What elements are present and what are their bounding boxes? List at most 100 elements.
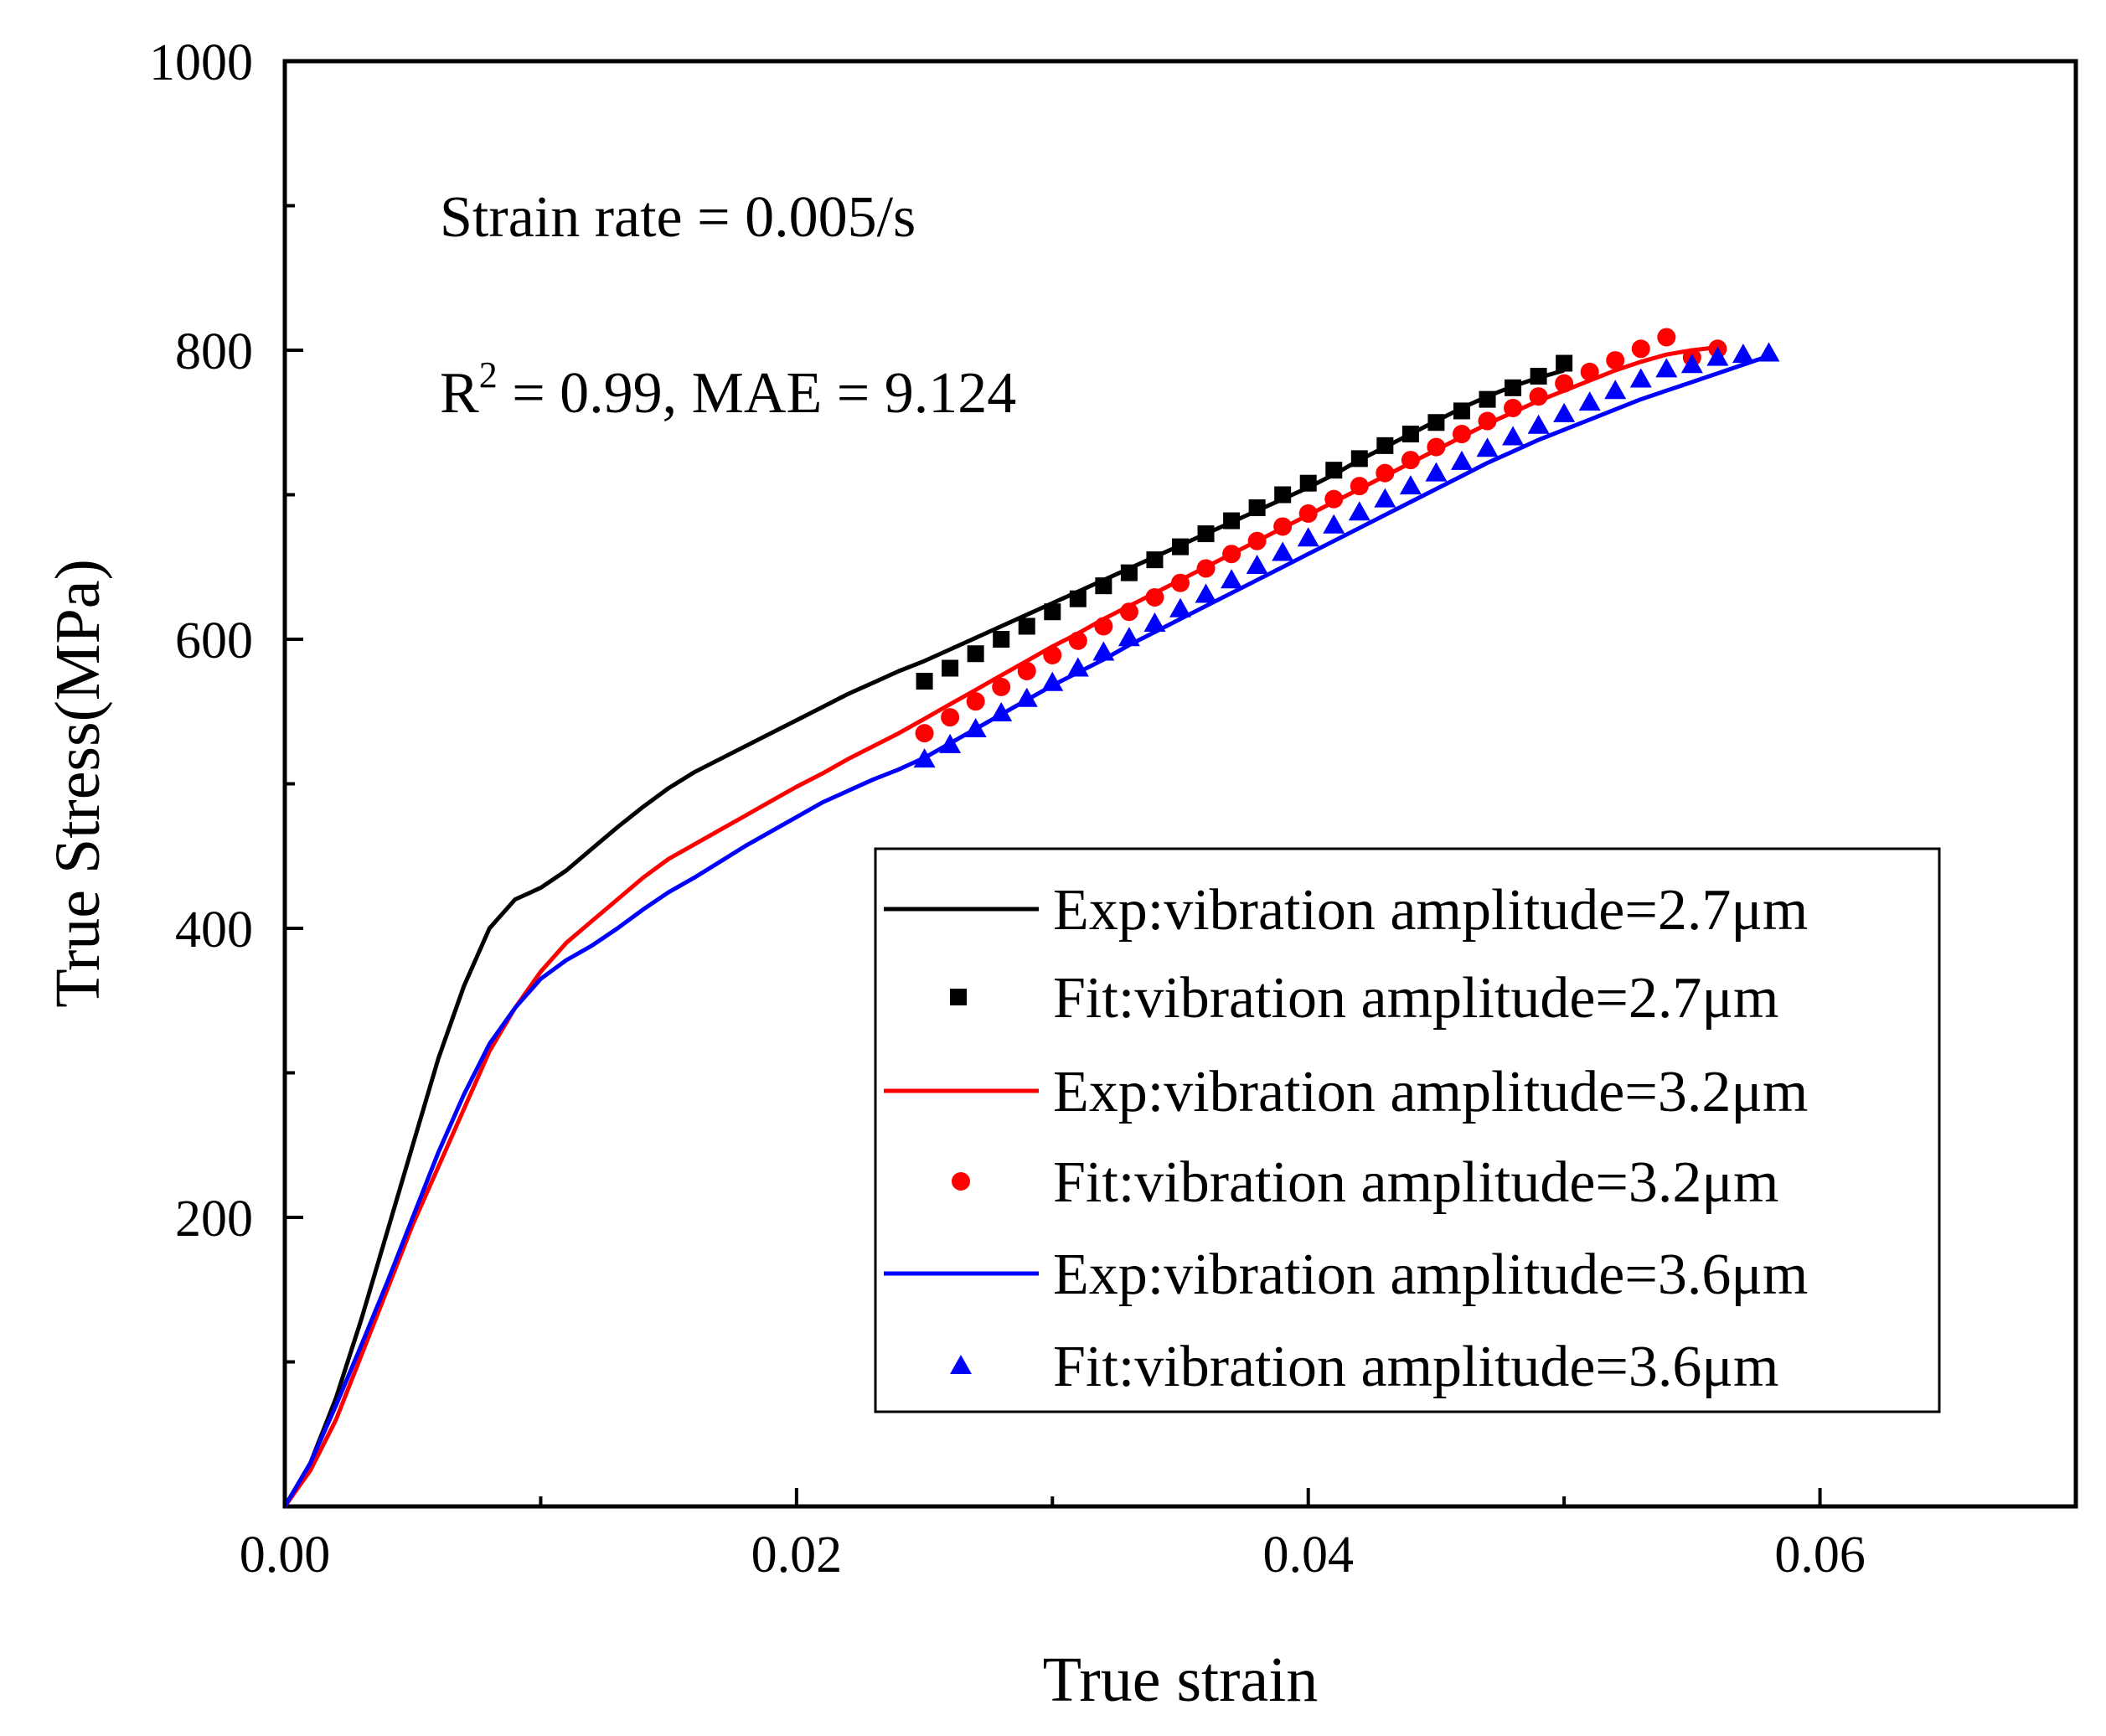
y-tick-label: 200 (175, 1191, 253, 1248)
fit-metrics-annotation: R2 = 0.99, MAE = 9.124 (440, 354, 1016, 426)
data-point-triangle (1578, 391, 1601, 411)
data-point-triangle (1118, 627, 1140, 647)
legend-swatch-fit-3-6 (950, 1355, 972, 1374)
data-point-circle (1504, 399, 1523, 417)
data-point-triangle (1425, 462, 1448, 482)
data-point-circle (1452, 425, 1471, 444)
data-point-triangle (1732, 344, 1754, 364)
x-tick-label: 0.00 (240, 1527, 331, 1584)
data-point-circle (1196, 559, 1216, 578)
data-point-triangle (1348, 501, 1370, 521)
data-point-triangle (1272, 541, 1294, 561)
data-point-circle (941, 708, 960, 727)
series-line (282, 368, 1565, 1508)
x-tick-label: 0.04 (1262, 1527, 1354, 1584)
legend-label-fit-2-7: Fit:vibration amplitude=2.7μm (1053, 966, 1778, 1031)
y-tick-label: 400 (175, 902, 253, 958)
data-point-triangle (913, 748, 936, 768)
data-point-circle (1529, 387, 1548, 406)
data-point-circle (1478, 411, 1497, 431)
data-point-square (967, 645, 984, 663)
data-point-square (1274, 486, 1292, 504)
data-point-circle (1043, 645, 1062, 664)
data-point-triangle (1399, 475, 1422, 495)
r2-prefix: R (440, 361, 479, 426)
data-point-triangle (1374, 488, 1396, 508)
data-point-square (942, 659, 959, 677)
series-3 (915, 328, 1727, 743)
x-tick-label: 0.02 (751, 1527, 843, 1584)
data-point-triangle (939, 733, 962, 753)
legend-box (874, 847, 1941, 1413)
data-point-circle (1145, 587, 1164, 607)
data-point-circle (915, 724, 934, 743)
data-point-triangle (1221, 569, 1243, 589)
axis-ticks: 0.00 0.02 0.04 0.06 200 400 600 800 1000 (149, 34, 1866, 1584)
y-tick-label: 800 (175, 323, 253, 380)
data-point-triangle (1655, 358, 1678, 378)
data-point-circle (1324, 489, 1344, 509)
data-point-circle (1119, 602, 1138, 622)
r2-rest: = 0.99, MAE = 9.124 (498, 361, 1017, 426)
data-point-circle (1427, 437, 1446, 457)
data-point-square (1479, 390, 1496, 408)
data-point-square (1299, 474, 1317, 492)
data-point-triangle (1527, 414, 1550, 434)
data-point-circle (1068, 631, 1087, 650)
data-point-circle (1555, 374, 1574, 393)
data-point-square (916, 673, 933, 690)
x-axis-title: True strain (1043, 1645, 1319, 1715)
data-point-circle (992, 677, 1011, 696)
y-tick-label: 1000 (149, 34, 253, 91)
data-point-circle (1247, 531, 1267, 550)
data-point-square (1172, 538, 1189, 555)
legend-label-exp-3-6: Exp:vibration amplitude=3.6μm (1053, 1243, 1808, 1307)
series-1 (916, 354, 1573, 690)
data-point-circle (1222, 545, 1241, 564)
data-point-square (1530, 368, 1547, 385)
data-point-triangle (1066, 657, 1089, 677)
data-point-circle (1631, 339, 1650, 359)
data-point-square (1120, 564, 1138, 581)
data-point-circle (1401, 451, 1420, 470)
series-5 (913, 342, 1780, 768)
legend-label-exp-3-2: Exp:vibration amplitude=3.2μm (1053, 1060, 1808, 1124)
data-point-triangle (1246, 555, 1268, 575)
data-point-square (1325, 462, 1343, 479)
data-point-square (1223, 512, 1241, 530)
legend-swatch-fit-3-2 (952, 1172, 970, 1191)
data-point-circle (1606, 351, 1625, 370)
y-tick-label: 600 (175, 612, 253, 669)
legend-swatch-fit-2-7 (950, 989, 967, 1005)
data-point-triangle (1323, 514, 1345, 534)
data-point-triangle (1297, 527, 1319, 547)
data-point-circle (1376, 463, 1395, 483)
data-point-triangle (1758, 342, 1780, 362)
data-point-square (1453, 402, 1470, 420)
data-point-triangle (1015, 687, 1038, 707)
data-point-circle (1094, 617, 1113, 636)
data-point-square (1505, 379, 1522, 396)
data-point-triangle (1143, 612, 1166, 633)
legend: Exp:vibration amplitude=2.7μm Fit:vibrat… (874, 847, 1941, 1413)
data-point-triangle (990, 701, 1013, 721)
strain-rate-annotation: Strain rate = 0.005/s (440, 185, 916, 250)
data-point-triangle (1169, 597, 1191, 617)
legend-label-fit-3-6: Fit:vibration amplitude=3.6μm (1053, 1335, 1778, 1399)
series-0 (282, 368, 1565, 1508)
data-point-triangle (1195, 583, 1217, 603)
data-point-square (1556, 354, 1573, 372)
data-point-square (1018, 617, 1035, 635)
data-point-triangle (1092, 641, 1115, 661)
data-point-circle (1298, 504, 1318, 523)
x-tick-label: 0.06 (1774, 1527, 1866, 1584)
data-point-square (993, 631, 1010, 648)
data-point-square (1069, 590, 1087, 607)
data-point-circle (1273, 517, 1293, 536)
data-point-square (1146, 551, 1164, 569)
data-point-circle (1350, 477, 1369, 496)
y-axis-title: True Stress(MPa) (43, 559, 113, 1008)
data-point-circle (1017, 661, 1036, 680)
data-point-triangle (1476, 437, 1499, 457)
data-point-triangle (1706, 346, 1729, 366)
